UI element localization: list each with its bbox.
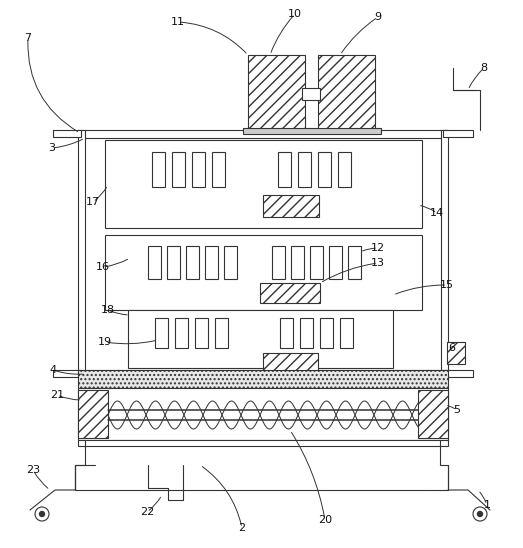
- Bar: [78, 130, 85, 375]
- Bar: [263, 353, 318, 371]
- Bar: [443, 370, 473, 377]
- Bar: [105, 140, 422, 228]
- Bar: [338, 152, 351, 187]
- Bar: [215, 318, 228, 348]
- Bar: [318, 152, 331, 187]
- Text: 11: 11: [171, 17, 185, 27]
- Bar: [340, 318, 353, 348]
- Bar: [167, 246, 180, 279]
- Bar: [78, 370, 448, 377]
- Bar: [320, 318, 333, 348]
- Text: 4: 4: [50, 365, 56, 375]
- Bar: [260, 283, 320, 303]
- Text: 3: 3: [49, 143, 55, 153]
- Text: 23: 23: [26, 465, 40, 475]
- Bar: [186, 246, 199, 279]
- Circle shape: [477, 511, 483, 517]
- Circle shape: [40, 511, 44, 517]
- Bar: [195, 318, 208, 348]
- Bar: [172, 152, 185, 187]
- Text: 19: 19: [98, 337, 112, 347]
- Bar: [128, 310, 393, 368]
- Bar: [205, 246, 218, 279]
- Bar: [78, 130, 448, 138]
- Text: 12: 12: [371, 243, 385, 253]
- Bar: [318, 55, 375, 130]
- Text: 20: 20: [318, 515, 332, 525]
- Bar: [298, 152, 311, 187]
- Bar: [105, 235, 422, 310]
- Text: 18: 18: [101, 305, 115, 315]
- Bar: [348, 246, 361, 279]
- Bar: [300, 318, 313, 348]
- Bar: [443, 130, 473, 137]
- Bar: [441, 130, 448, 375]
- Bar: [302, 88, 320, 100]
- Text: 10: 10: [288, 9, 302, 19]
- Bar: [78, 388, 448, 440]
- Text: 1: 1: [483, 500, 491, 510]
- Bar: [78, 440, 448, 446]
- Text: 22: 22: [140, 507, 154, 517]
- Bar: [280, 318, 293, 348]
- Bar: [243, 128, 381, 134]
- Text: 6: 6: [449, 343, 456, 353]
- Bar: [224, 246, 237, 279]
- Text: 8: 8: [481, 63, 487, 73]
- Bar: [53, 370, 81, 377]
- Text: 5: 5: [453, 405, 460, 415]
- Bar: [175, 318, 188, 348]
- Text: 7: 7: [25, 33, 31, 43]
- Text: 16: 16: [96, 262, 110, 272]
- Text: 14: 14: [430, 208, 444, 218]
- Text: 21: 21: [50, 390, 64, 400]
- Bar: [272, 246, 285, 279]
- Bar: [53, 130, 81, 137]
- Bar: [263, 195, 319, 217]
- Bar: [212, 152, 225, 187]
- Bar: [447, 342, 465, 364]
- Text: 2: 2: [238, 523, 246, 533]
- Text: 17: 17: [86, 197, 100, 207]
- Bar: [78, 370, 448, 388]
- Bar: [418, 390, 448, 438]
- Bar: [155, 318, 168, 348]
- Bar: [291, 246, 304, 279]
- Bar: [152, 152, 165, 187]
- Bar: [148, 246, 161, 279]
- Bar: [78, 390, 108, 438]
- Bar: [329, 246, 342, 279]
- Bar: [310, 246, 323, 279]
- Text: 15: 15: [440, 280, 454, 290]
- Bar: [192, 152, 205, 187]
- Bar: [278, 152, 291, 187]
- Text: 9: 9: [374, 12, 382, 22]
- Text: 13: 13: [371, 258, 385, 268]
- Bar: [248, 55, 305, 130]
